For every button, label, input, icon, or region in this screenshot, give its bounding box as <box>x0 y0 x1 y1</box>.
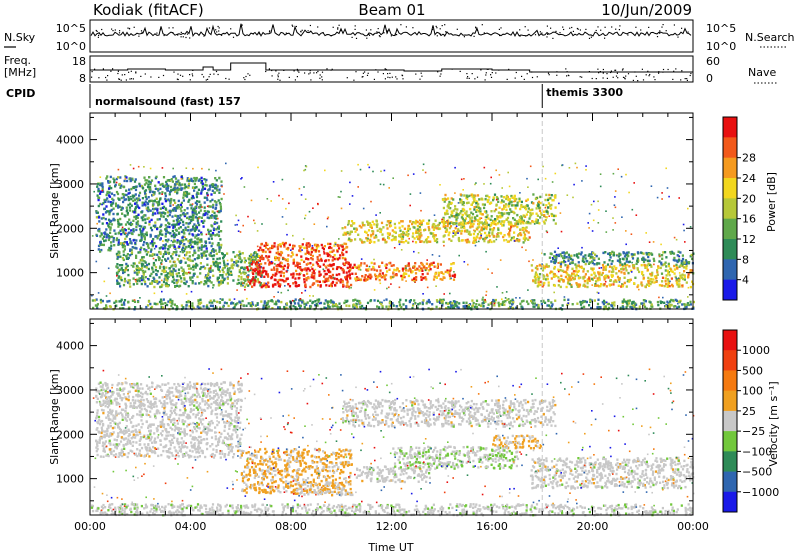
station-title: Kodiak (fitACF) <box>93 1 204 19</box>
beam-title: Beam 01 <box>358 1 425 19</box>
x-tick-label: 12:00 <box>376 520 408 533</box>
colorbar-tick-label: 500 <box>742 364 763 377</box>
x-tick-label: 16:00 <box>476 520 508 533</box>
y-tick-label: 1000 <box>56 267 84 280</box>
power-panel: 1000 2000 3000 4000 Slant Range [km] 4 8 12 16… <box>48 112 778 311</box>
x-tick-label: 20:00 <box>577 520 609 533</box>
colorbar-tick-label: 20 <box>742 192 756 205</box>
colorbar-tick-label: 12 <box>742 233 756 246</box>
velocity-echoes <box>90 319 695 517</box>
nsky-label: N.Sky <box>4 31 36 44</box>
y-tick-label: 2000 <box>56 428 84 441</box>
freq-unit-label: [MHz] <box>4 66 36 79</box>
colorbar-tick-label: 16 <box>742 213 756 226</box>
velocity-panel: 1000 2000 3000 4000 00:00 04:00 08:00 12:00 16:… <box>48 318 780 533</box>
power-ylabel: Slant Range [km] <box>48 163 61 259</box>
power-echoes <box>91 113 695 311</box>
colorbar-tick-label: −100 <box>742 445 772 458</box>
y-tick-label: 1000 <box>56 473 84 486</box>
velocity-colorbar: 1000 500 100 25 −25 −100 −500 −1000 <box>722 329 779 513</box>
velocity-ylabel: Slant Range [km] <box>48 369 61 465</box>
y-tick-label: 2000 <box>56 222 84 235</box>
x-axis-title: Time UT <box>367 541 413 554</box>
power-cbar-label: Power [dB] <box>765 172 778 232</box>
y-tick-label: 3000 <box>56 384 84 397</box>
freq-right-tick-top: 60 <box>706 55 720 68</box>
y-tick-label: 3000 <box>56 178 84 191</box>
power-colorbar: 4 8 12 16 20 24 28 <box>722 116 756 301</box>
power-y-axis: 1000 2000 3000 4000 <box>56 116 693 296</box>
colorbar-tick-label: 8 <box>742 253 749 266</box>
velocity-y-axis: 1000 2000 3000 4000 <box>56 322 693 502</box>
colorbar-tick-label: 4 <box>742 274 749 287</box>
freq-strip: Freq. [MHz] 18 8 60 0 Nave <box>4 54 778 85</box>
freq-left-tick-bottom: 8 <box>79 72 86 85</box>
colorbar-tick-label: −1000 <box>742 486 779 499</box>
freq-trace <box>90 62 693 82</box>
sky-right-tick-top: 10^5 <box>706 22 736 35</box>
nsearch-label: N.Search <box>745 31 795 44</box>
colorbar-tick-label: 24 <box>742 172 756 185</box>
colorbar-tick-label: 25 <box>742 405 756 418</box>
cpid-mode-2: themis 3300 <box>546 86 623 99</box>
y-tick-label: 4000 <box>56 134 84 147</box>
sky-strip: N.Sky 10^5 10^0 10^5 10^0 N.Search <box>4 19 795 53</box>
x-tick-label: 00:00 <box>74 520 106 533</box>
nave-label: Nave <box>748 66 776 79</box>
y-tick-label: 4000 <box>56 340 84 353</box>
power-x-ticks <box>89 113 694 309</box>
x-tick-label: 00:00 <box>677 520 709 533</box>
cpid-label: CPID <box>6 87 35 100</box>
date-title: 10/Jun/2009 <box>601 1 692 19</box>
x-tick-label: 04:00 <box>175 520 207 533</box>
freq-label: Freq. <box>4 54 31 67</box>
colorbar-tick-label: 1000 <box>742 344 770 357</box>
sky-left-tick-top: 10^5 <box>56 22 86 35</box>
sky-trace <box>90 23 692 39</box>
colorbar-tick-label: 28 <box>742 152 756 165</box>
cpid-strip: CPID normalsound (fast) 157 themis 3300 <box>6 84 623 108</box>
freq-left-tick-top: 18 <box>72 55 86 68</box>
velocity-cbar-label: Velocity [m s⁻¹] <box>767 381 780 466</box>
sky-right-tick-bottom: 10^0 <box>706 40 736 53</box>
cpid-mode-1: normalsound (fast) 157 <box>95 95 241 108</box>
freq-right-tick-bottom: 0 <box>706 72 713 85</box>
colorbar-tick-label: −25 <box>742 425 765 438</box>
colorbar-tick-label: −500 <box>742 466 772 479</box>
sky-left-tick-bottom: 10^0 <box>56 40 86 53</box>
velocity-x-axis: 00:00 04:00 08:00 12:00 16:00 20:00 00:00 <box>74 319 709 533</box>
x-tick-label: 08:00 <box>275 520 307 533</box>
colorbar-tick-label: 100 <box>742 385 763 398</box>
